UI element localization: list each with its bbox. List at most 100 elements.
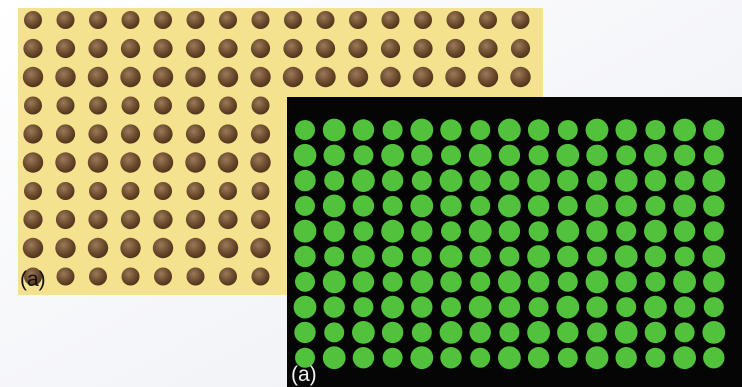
dot bbox=[23, 67, 43, 87]
dot bbox=[121, 124, 140, 143]
dot bbox=[441, 297, 461, 317]
dot bbox=[673, 346, 696, 369]
dot bbox=[703, 195, 724, 216]
dot bbox=[120, 67, 140, 87]
dot bbox=[412, 322, 432, 342]
dot bbox=[88, 152, 108, 172]
dot bbox=[704, 297, 724, 317]
dot bbox=[498, 270, 521, 293]
dot bbox=[470, 272, 490, 292]
dot bbox=[382, 246, 403, 267]
dot bbox=[381, 144, 404, 167]
dot bbox=[252, 268, 270, 286]
panel-label: (a) bbox=[20, 268, 46, 291]
dot bbox=[55, 152, 75, 172]
dot bbox=[23, 210, 42, 229]
dot bbox=[323, 119, 346, 142]
dot bbox=[557, 246, 578, 267]
dot bbox=[499, 296, 520, 317]
dot bbox=[153, 124, 172, 143]
dot bbox=[440, 169, 463, 192]
dot bbox=[558, 272, 578, 292]
dot bbox=[187, 11, 205, 29]
dot bbox=[120, 152, 140, 172]
dot bbox=[23, 238, 43, 258]
dot bbox=[57, 11, 75, 29]
dot bbox=[703, 347, 724, 368]
dot bbox=[528, 347, 549, 368]
dot bbox=[528, 271, 549, 292]
dot bbox=[586, 270, 609, 293]
dot bbox=[89, 268, 107, 286]
dot bbox=[587, 322, 607, 342]
dot bbox=[122, 97, 140, 115]
dot bbox=[511, 39, 530, 58]
dot bbox=[470, 196, 490, 216]
dot bbox=[469, 144, 492, 167]
dot bbox=[186, 124, 205, 143]
dot bbox=[703, 271, 724, 292]
dot bbox=[616, 271, 637, 292]
dot bbox=[558, 348, 578, 368]
dot bbox=[645, 170, 666, 191]
dot bbox=[527, 169, 550, 192]
dot bbox=[587, 247, 607, 267]
dot bbox=[89, 11, 107, 29]
dot bbox=[353, 347, 374, 368]
dot bbox=[250, 67, 270, 87]
dot bbox=[57, 268, 75, 286]
dot bbox=[252, 182, 270, 200]
dot bbox=[673, 119, 696, 142]
dot bbox=[187, 182, 205, 200]
dot bbox=[413, 67, 433, 87]
dot bbox=[250, 152, 270, 172]
dot bbox=[323, 346, 346, 369]
panel-background bbox=[287, 97, 742, 387]
dot bbox=[644, 144, 667, 167]
dot bbox=[219, 182, 237, 200]
dot bbox=[317, 11, 335, 29]
dot bbox=[674, 145, 695, 166]
dot bbox=[498, 195, 521, 218]
dot bbox=[252, 11, 270, 29]
dot bbox=[353, 119, 374, 140]
dot bbox=[586, 296, 607, 317]
dot bbox=[673, 270, 696, 293]
dot bbox=[88, 210, 107, 229]
dot bbox=[24, 97, 42, 115]
dot bbox=[445, 67, 465, 87]
dot bbox=[295, 120, 315, 140]
dot bbox=[499, 322, 519, 342]
dot bbox=[440, 195, 461, 216]
green-dot-panel bbox=[287, 97, 742, 387]
dot bbox=[470, 246, 491, 267]
dot bbox=[702, 321, 725, 344]
dot bbox=[527, 321, 550, 344]
dot bbox=[478, 39, 497, 58]
dot bbox=[121, 39, 140, 58]
dot bbox=[88, 238, 108, 258]
dot bbox=[352, 321, 375, 344]
dot bbox=[218, 39, 237, 58]
dot bbox=[383, 120, 403, 140]
dot bbox=[440, 119, 461, 140]
dot bbox=[219, 97, 237, 115]
dot bbox=[645, 120, 665, 140]
dot bbox=[704, 221, 724, 241]
dot bbox=[120, 238, 140, 258]
dot bbox=[185, 67, 205, 87]
dot bbox=[410, 270, 433, 293]
dot bbox=[616, 195, 637, 216]
dot bbox=[324, 221, 345, 242]
dot bbox=[316, 39, 335, 58]
dot bbox=[441, 145, 461, 165]
dot bbox=[529, 145, 549, 165]
dot bbox=[348, 39, 367, 58]
dot bbox=[616, 297, 636, 317]
dot bbox=[219, 268, 237, 286]
dot bbox=[383, 348, 403, 368]
dot bbox=[382, 322, 403, 343]
dot bbox=[527, 245, 550, 268]
dot bbox=[88, 124, 107, 143]
dot bbox=[510, 67, 530, 87]
